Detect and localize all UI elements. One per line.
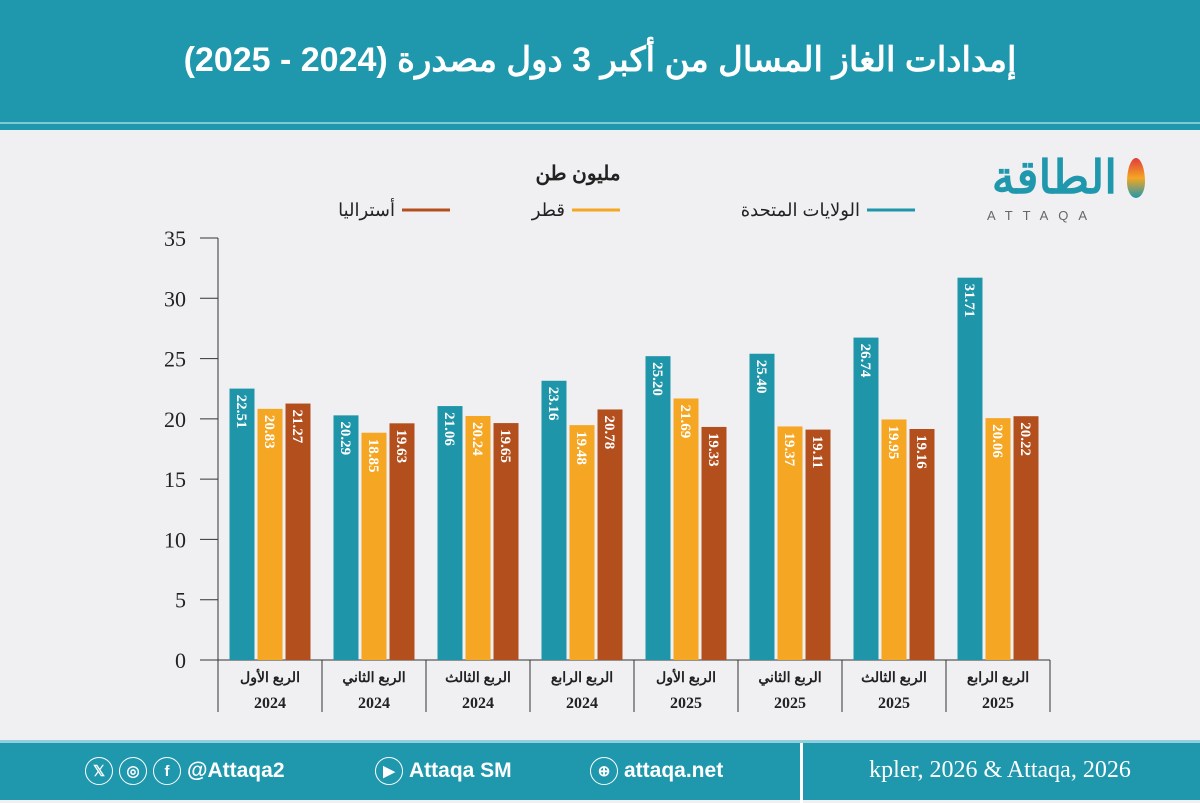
bar-0 bbox=[853, 337, 879, 660]
bar-0 bbox=[749, 353, 775, 660]
y-tick-label: 20 bbox=[164, 407, 186, 432]
bar-value-label: 25.40 bbox=[753, 360, 769, 394]
bar-value-label: 19.95 bbox=[885, 425, 901, 459]
youtube-text[interactable]: Attaqa SM bbox=[409, 759, 512, 782]
bar-0 bbox=[229, 388, 255, 660]
bar-value-label: 20.06 bbox=[989, 424, 1005, 458]
legend-label-1: قطر bbox=[531, 200, 565, 221]
website-link[interactable]: ⊕ attaqa.net bbox=[590, 757, 723, 785]
bar-0 bbox=[957, 277, 983, 660]
footer-bar: 𝕏 ◎ f @Attaqa2 ▶ Attaqa SM ⊕ attaqa.net … bbox=[0, 740, 1200, 803]
bar-2 bbox=[285, 403, 311, 660]
bar-0 bbox=[645, 356, 671, 660]
header-frame bbox=[0, 12, 1200, 124]
x-tick-label: الربع الأول bbox=[240, 668, 300, 686]
x-tick-year: 2025 bbox=[878, 695, 910, 712]
bar-value-label: 23.16 bbox=[545, 387, 561, 421]
y-tick-label: 0 bbox=[175, 648, 186, 673]
handle-text[interactable]: @Attaqa2 bbox=[187, 759, 285, 782]
logo-latin-text: ATTAQA bbox=[987, 208, 1098, 223]
x-tick-year: 2024 bbox=[358, 695, 390, 712]
bar-2 bbox=[805, 429, 831, 660]
x-tick-label: الربع الأول bbox=[656, 668, 716, 686]
page-title: إمدادات الغاز المسال من أكبر 3 دول مصدرة… bbox=[183, 41, 1017, 79]
header-bar: إمدادات الغاز المسال من أكبر 3 دول مصدرة… bbox=[0, 0, 1200, 130]
bar-value-label: 20.83 bbox=[261, 415, 277, 449]
facebook-icon[interactable]: f bbox=[153, 757, 181, 785]
website-text[interactable]: attaqa.net bbox=[624, 759, 724, 782]
x-tick-year: 2025 bbox=[982, 695, 1014, 712]
bar-1 bbox=[257, 408, 283, 660]
bar-value-label: 20.24 bbox=[469, 422, 485, 456]
x-tick-year: 2025 bbox=[774, 695, 806, 712]
x-tick-year: 2025 bbox=[670, 695, 702, 712]
x-tick-year: 2024 bbox=[566, 695, 598, 712]
x-tick-label: الربع الثالث bbox=[861, 669, 927, 686]
bar-1 bbox=[777, 426, 803, 660]
y-tick-label: 25 bbox=[164, 347, 186, 372]
x-tick-label: الربع الرابع bbox=[967, 669, 1029, 686]
bar-2 bbox=[597, 409, 623, 660]
bar-value-label: 25.20 bbox=[649, 362, 665, 396]
bar-2 bbox=[493, 423, 519, 660]
y-tick-label: 35 bbox=[164, 226, 186, 251]
x-tick-label: الربع الرابع bbox=[551, 669, 613, 686]
bar-1 bbox=[673, 398, 699, 660]
bar-2 bbox=[701, 426, 727, 660]
bar-value-label: 20.78 bbox=[601, 415, 617, 449]
globe-icon[interactable]: ⊕ bbox=[590, 757, 618, 785]
drop-icon bbox=[1127, 158, 1145, 198]
footer-divider bbox=[800, 743, 803, 803]
x-icon[interactable]: 𝕏 bbox=[85, 757, 113, 785]
bar-0 bbox=[437, 406, 463, 660]
x-tick-year: 2024 bbox=[254, 695, 286, 712]
bar-value-label: 19.33 bbox=[705, 433, 721, 467]
bar-value-label: 21.06 bbox=[441, 412, 457, 446]
unit-label: مليون طن bbox=[535, 163, 620, 186]
bar-value-label: 19.63 bbox=[393, 429, 409, 463]
instagram-icon[interactable]: ◎ bbox=[119, 757, 147, 785]
x-tick-label: الربع الثاني bbox=[342, 669, 405, 686]
bar-0 bbox=[333, 415, 359, 660]
bar-value-label: 20.29 bbox=[337, 421, 353, 455]
y-tick-label: 5 bbox=[175, 588, 186, 613]
bar-value-label: 31.71 bbox=[961, 284, 977, 318]
bar-value-label: 22.51 bbox=[233, 395, 249, 429]
bar-1 bbox=[985, 418, 1011, 660]
bar-value-label: 19.37 bbox=[781, 432, 797, 466]
bar-value-label: 18.85 bbox=[365, 439, 381, 473]
bar-2 bbox=[909, 428, 935, 660]
bar-1 bbox=[881, 419, 907, 660]
legend-label-2: أستراليا bbox=[338, 198, 395, 221]
bar-1 bbox=[465, 415, 491, 660]
bar-2 bbox=[1013, 416, 1039, 660]
logo-arabic-text: الطاقة bbox=[991, 151, 1117, 203]
legend-label-0: الولايات المتحدة bbox=[741, 200, 860, 221]
y-tick-label: 15 bbox=[164, 467, 186, 492]
bar-value-label: 19.48 bbox=[573, 431, 589, 465]
x-tick-year: 2024 bbox=[462, 695, 494, 712]
bar-value-label: 20.22 bbox=[1017, 422, 1033, 456]
youtube-link[interactable]: ▶ Attaqa SM bbox=[375, 757, 512, 785]
bar-1 bbox=[361, 432, 387, 660]
bar-value-label: 19.65 bbox=[497, 429, 513, 463]
youtube-icon[interactable]: ▶ bbox=[375, 757, 403, 785]
bar-value-label: 21.27 bbox=[289, 410, 305, 444]
bar-0 bbox=[541, 380, 567, 660]
y-tick-label: 30 bbox=[164, 286, 186, 311]
bar-value-label: 21.69 bbox=[677, 404, 693, 438]
x-tick-label: الربع الثاني bbox=[758, 669, 821, 686]
social-handle[interactable]: 𝕏 ◎ f @Attaqa2 bbox=[85, 757, 285, 785]
bar-value-label: 19.11 bbox=[809, 436, 825, 469]
bar-value-label: 19.16 bbox=[913, 435, 929, 469]
x-tick-label: الربع الثالث bbox=[445, 669, 511, 686]
bar-1 bbox=[569, 425, 595, 660]
source-text: kpler, 2026 & Attaqa, 2026 bbox=[869, 757, 1131, 783]
y-tick-label: 10 bbox=[164, 527, 186, 552]
attaqa-logo: الطاقة ATTAQA bbox=[975, 150, 1155, 230]
bar-value-label: 26.74 bbox=[857, 344, 873, 378]
bar-2 bbox=[389, 423, 415, 660]
